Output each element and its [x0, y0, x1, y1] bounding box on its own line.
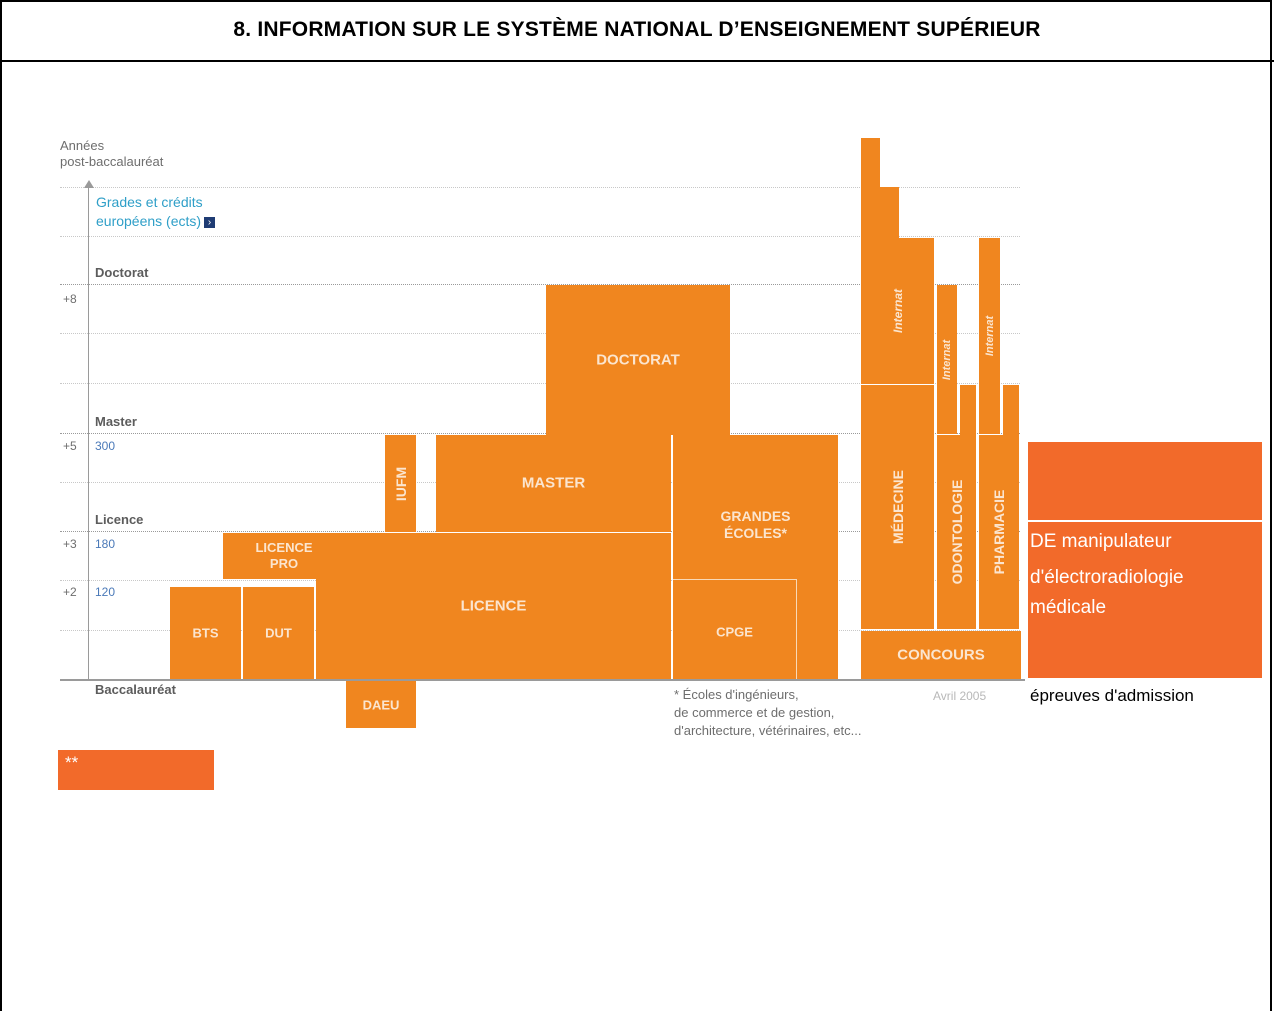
block-doctorat: DOCTORAT [546, 285, 730, 435]
block-iufm: IUFM [385, 435, 416, 532]
level-label-doctorat: Doctorat [95, 265, 149, 280]
licence-pro-line1: LICENCE [255, 540, 313, 555]
level-label-licence: Licence [95, 512, 144, 527]
level-credits-master: 300 [95, 439, 116, 453]
level-credits-2: 120 [95, 585, 116, 599]
credits-title-text: européens (ects) [96, 213, 202, 229]
credits-title-line2: européens (ects) › [96, 213, 216, 229]
block-pharmacie-internat: Internat [979, 238, 1000, 434]
arrow-right-icon[interactable]: › [204, 216, 216, 228]
gridline [60, 333, 1020, 334]
gridline-master [60, 433, 1020, 434]
gridline [60, 236, 1020, 237]
footnote-line3: d'architecture, vétérinaires, etc... [674, 723, 862, 738]
internat-label-medecine: Internat [890, 288, 905, 334]
block-grandes-ecoles: GRANDES ÉCOLES* [673, 435, 838, 679]
grandes-ecoles-label: GRANDES ÉCOLES* [673, 508, 838, 542]
gridline-doctorat [60, 284, 1020, 285]
cpge-separator [673, 579, 797, 580]
block-daeu: DAEU [346, 681, 416, 728]
stars-label: ** [65, 753, 79, 772]
grandes-ecoles-line1: GRANDES [720, 508, 791, 524]
block-master: MASTER [436, 435, 671, 532]
page-title: 8. INFORMATION SUR LE SYSTÈME NATIONAL D… [233, 18, 1041, 41]
block-master-label: MASTER [521, 474, 586, 492]
block-dut: DUT [243, 587, 314, 679]
block-odontologie: ODONTOLOGIE [937, 435, 976, 629]
block-dut-label: DUT [265, 625, 292, 641]
internat-label-odontologie: Internat [941, 339, 953, 380]
level-years-master: +5 [63, 439, 77, 453]
x-axis [60, 679, 1025, 681]
block-odontologie-step [960, 385, 976, 435]
internat-label-pharmacie: Internat [983, 315, 996, 357]
block-licence-label: LICENCE [460, 597, 527, 615]
block-doctorat-label: DOCTORAT [596, 351, 680, 369]
block-cpge: CPGE [673, 580, 796, 679]
de-manipulateur-line3: médicale [1030, 597, 1107, 618]
block-medecine-step [861, 187, 899, 239]
y-axis-title-line1: Années [60, 138, 105, 153]
level-years-doctorat: +8 [63, 292, 77, 306]
date-label: Avril 2005 [933, 689, 987, 703]
block-bts: BTS [170, 587, 241, 679]
block-bts-label: BTS [192, 625, 219, 641]
gridline [60, 187, 1020, 188]
block-licence-top-cover [345, 533, 436, 535]
block-pharmacie-step [1003, 385, 1019, 435]
level-label-baccalaureat: Baccalauréat [95, 682, 176, 697]
block-medecine-label: MÉDECINE [889, 470, 906, 544]
de-manipulateur-line2: d'électroradiologie [1030, 567, 1184, 588]
block-licence: LICENCE [316, 533, 671, 679]
block-odontologie-internat: Internat [937, 285, 957, 434]
block-cpge-label: CPGE [716, 624, 753, 640]
block-medecine: MÉDECINE [861, 385, 934, 629]
level-years-2: +2 [63, 585, 77, 599]
footnote-line1: * Écoles d'ingénieurs, [674, 687, 799, 702]
stars-box [58, 750, 214, 790]
level-years-licence: +3 [63, 537, 77, 551]
credits-title-line1: Grades et crédits [96, 194, 203, 210]
block-pharmacie-label: PHARMACIE [991, 489, 1007, 575]
level-label-master: Master [95, 414, 137, 429]
overlay-box-de [1028, 522, 1262, 678]
title-bar: 8. INFORMATION SUR LE SYSTÈME NATIONAL D… [0, 0, 1274, 62]
licence-pro-label: LICENCE PRO [223, 540, 345, 572]
de-manipulateur-line1: DE manipulateur [1030, 531, 1172, 552]
y-axis-title-line2: post-baccalauréat [60, 154, 164, 169]
block-medecine-internat: Internat [861, 238, 934, 384]
epreuves-label: épreuves d'admission [1030, 686, 1194, 705]
block-pharmacie: PHARMACIE [979, 435, 1019, 629]
block-concours: CONCOURS [861, 631, 1021, 679]
block-odontologie-label: ODONTOLOGIE [948, 479, 965, 585]
cpge-separator-right [796, 579, 797, 679]
licence-pro-line2: PRO [269, 556, 299, 571]
gridline [60, 383, 1020, 384]
footnote-line2: de commerce et de gestion, [674, 705, 835, 720]
block-iufm-label: IUFM [392, 466, 409, 501]
overlay-box-top [1028, 442, 1262, 520]
block-medecine-top [861, 138, 880, 188]
block-daeu-label: DAEU [362, 697, 400, 712]
y-axis [88, 186, 89, 680]
grandes-ecoles-line2: ÉCOLES* [723, 525, 787, 541]
axis-arrow-icon [84, 180, 94, 188]
block-concours-label: CONCOURS [897, 646, 985, 664]
level-credits-licence: 180 [95, 537, 116, 551]
